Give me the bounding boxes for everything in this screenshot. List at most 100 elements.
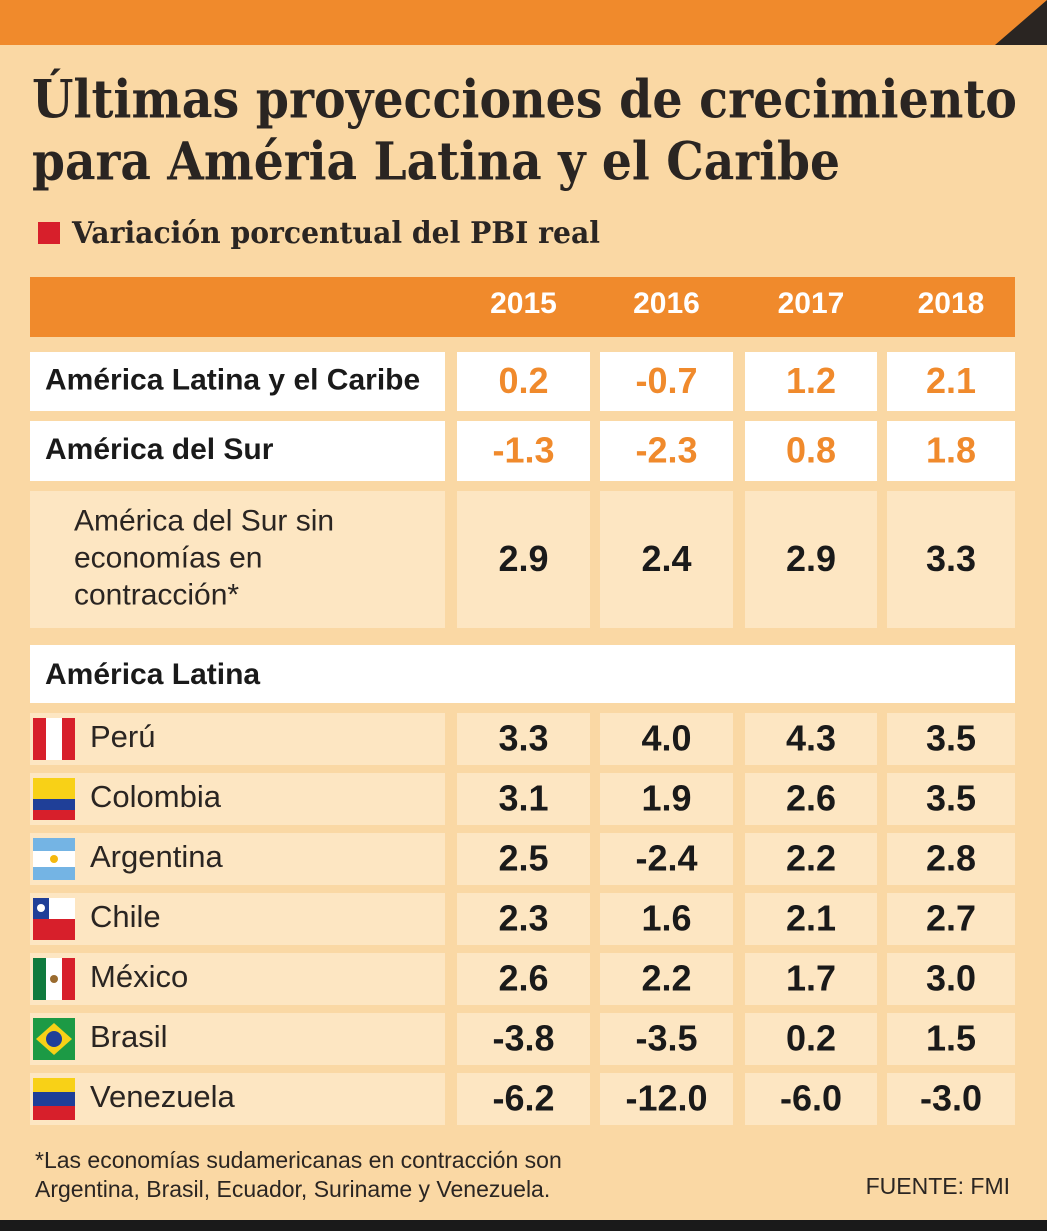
value-cell (745, 893, 877, 945)
label-cell (30, 421, 445, 481)
value: 0.2 (786, 1018, 836, 1059)
footnote: *Las economías sudamericanas en contracc… (35, 1147, 562, 1173)
value: -3.8 (492, 1018, 554, 1059)
subtitle-marker (38, 222, 60, 244)
value: 1.6 (641, 898, 691, 939)
value-cell (887, 1013, 1015, 1065)
value-cell (600, 893, 733, 945)
value-cell (457, 1073, 590, 1125)
header-row (30, 277, 1015, 337)
value-cell (745, 1073, 877, 1125)
subtitle: Variación porcentual del PBI real (71, 216, 600, 251)
value-cell (600, 773, 733, 825)
row-label: América del Sur sin (74, 504, 334, 537)
value-cell (745, 713, 877, 765)
value: 2.5 (498, 838, 548, 879)
value-cell (887, 491, 1015, 628)
value-cell (600, 1073, 733, 1125)
row-label: América Latina y el Caribe (45, 363, 420, 396)
flag-part (33, 1078, 75, 1092)
value: -12.0 (625, 1078, 707, 1119)
value: 1.2 (786, 360, 836, 401)
value-cell (457, 421, 590, 481)
column-header: 2018 (918, 287, 985, 320)
flag-part (50, 975, 58, 983)
value-cell (600, 833, 733, 885)
value: 1.9 (641, 778, 691, 819)
value: 2.7 (926, 898, 976, 939)
value-cell (457, 352, 590, 411)
flag (33, 958, 75, 1000)
value: -6.2 (492, 1078, 554, 1119)
value: 2.1 (786, 898, 836, 939)
bottom-bar (0, 1220, 1047, 1231)
value-cell (745, 953, 877, 1005)
country-label: Perú (90, 719, 155, 754)
value: 1.7 (786, 958, 836, 999)
flag (33, 718, 75, 760)
flag (33, 1018, 75, 1060)
value-cell (887, 1073, 1015, 1125)
country-label: Venezuela (90, 1079, 236, 1114)
flag (33, 838, 75, 880)
column-header: 2017 (778, 287, 845, 320)
value-cell (887, 953, 1015, 1005)
value: 3.5 (926, 718, 976, 759)
title-line: Últimas proyecciones de crecimiento (32, 69, 1017, 131)
value-cell (600, 421, 733, 481)
value-cell (745, 1013, 877, 1065)
value: 0.8 (786, 430, 836, 471)
corner (995, 0, 1047, 45)
value-cell (887, 893, 1015, 945)
value: 2.9 (786, 538, 836, 579)
value: -6.0 (780, 1078, 842, 1119)
value: 1.5 (926, 1018, 976, 1059)
value-cell (887, 773, 1015, 825)
label-cell (30, 953, 445, 1005)
title-line: para Améria Latina y el Caribe (32, 132, 840, 193)
value: 3.0 (926, 958, 976, 999)
flag-part (62, 958, 75, 1000)
flag-part (62, 718, 75, 760)
value: -2.4 (635, 838, 697, 879)
label-cell (30, 1013, 445, 1065)
label-cell (30, 491, 445, 628)
section-label: América Latina (45, 658, 260, 691)
value-cell (887, 713, 1015, 765)
flag-part (33, 1106, 75, 1120)
flag-part (33, 799, 75, 810)
value: 2.6 (498, 958, 548, 999)
value: 2.2 (786, 838, 836, 879)
country-label: Brasil (90, 1019, 168, 1054)
row-label: economías en (74, 541, 262, 574)
country-label: México (90, 959, 188, 994)
flag-part (50, 855, 58, 863)
value: 2.8 (926, 838, 976, 879)
value-cell (745, 421, 877, 481)
value-cell (457, 491, 590, 628)
value: 2.4 (641, 538, 691, 579)
column-header: 2015 (490, 287, 557, 320)
flag-part (33, 958, 46, 1000)
value: 0.2 (498, 360, 548, 401)
value-cell (887, 833, 1015, 885)
flag-part (46, 1031, 62, 1047)
country-label: Colombia (90, 779, 222, 814)
flag-part (33, 778, 75, 799)
value-cell (887, 421, 1015, 481)
country-label: Chile (90, 899, 161, 934)
value-cell (457, 1013, 590, 1065)
value: 4.0 (641, 718, 691, 759)
value-cell (745, 352, 877, 411)
value-cell (600, 953, 733, 1005)
value: -3.0 (920, 1078, 982, 1119)
row-label: América del Sur (45, 433, 274, 466)
value: 3.1 (498, 778, 548, 819)
value: 2.1 (926, 360, 976, 401)
value: 2.9 (498, 538, 548, 579)
value-cell (887, 352, 1015, 411)
value: -1.3 (492, 430, 554, 471)
flag (33, 778, 75, 820)
value: -2.3 (635, 430, 697, 471)
flag (33, 1078, 75, 1120)
